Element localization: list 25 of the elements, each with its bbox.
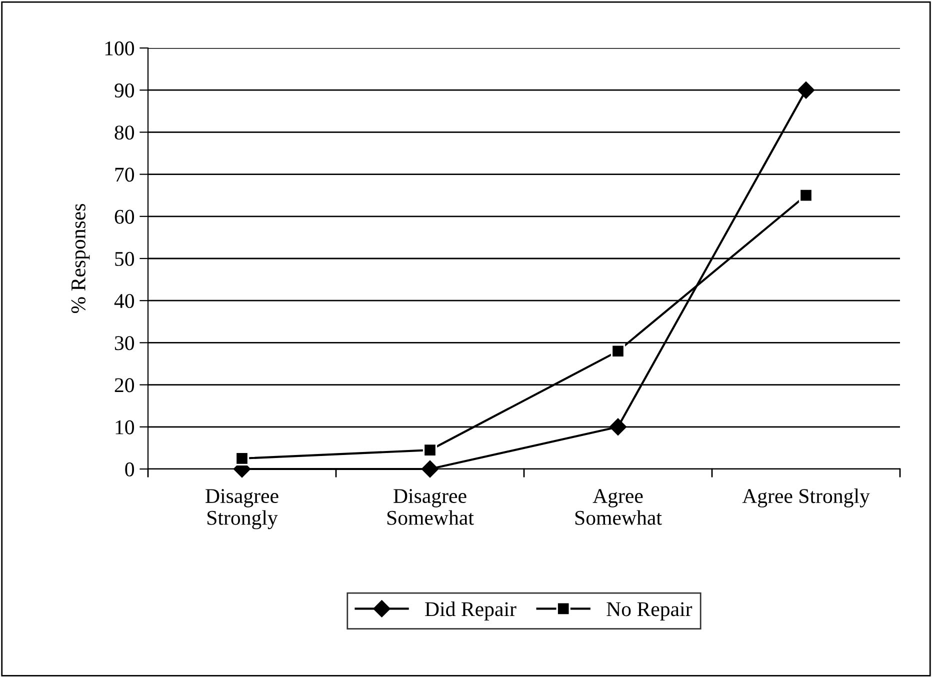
point: [422, 442, 438, 458]
y-tick-label: 40: [114, 294, 134, 308]
point: [421, 460, 439, 478]
y-tick-label: 30: [114, 336, 134, 350]
x-tick-label: Agree Strongly: [742, 488, 870, 508]
y-axis-title: % Responses: [71, 204, 90, 314]
y-tick-label: 90: [114, 83, 134, 98]
y-tick-label: 20: [114, 378, 134, 392]
y-tick-label: 100: [105, 41, 134, 56]
y-tick-label: 10: [116, 420, 134, 434]
y-tick-label: 60: [114, 210, 134, 224]
x-tick-label: Disagree Somewhat: [387, 489, 474, 525]
point: [797, 82, 815, 99]
point: [798, 188, 814, 202]
y-tick-label: 80: [114, 126, 134, 140]
x-tick-label: Agree Somewhat: [575, 489, 662, 525]
y-tick-label: 70: [115, 168, 134, 182]
y-tick-label: 0: [125, 462, 134, 476]
legend-label: Did Repair: [425, 602, 516, 620]
y-tick-label: 50: [115, 252, 134, 266]
legend-label: No Repair: [606, 602, 692, 620]
x-tick-label: Disagree Strongly: [206, 489, 278, 530]
point: [610, 344, 626, 358]
point: [234, 451, 250, 466]
point: [609, 418, 627, 436]
